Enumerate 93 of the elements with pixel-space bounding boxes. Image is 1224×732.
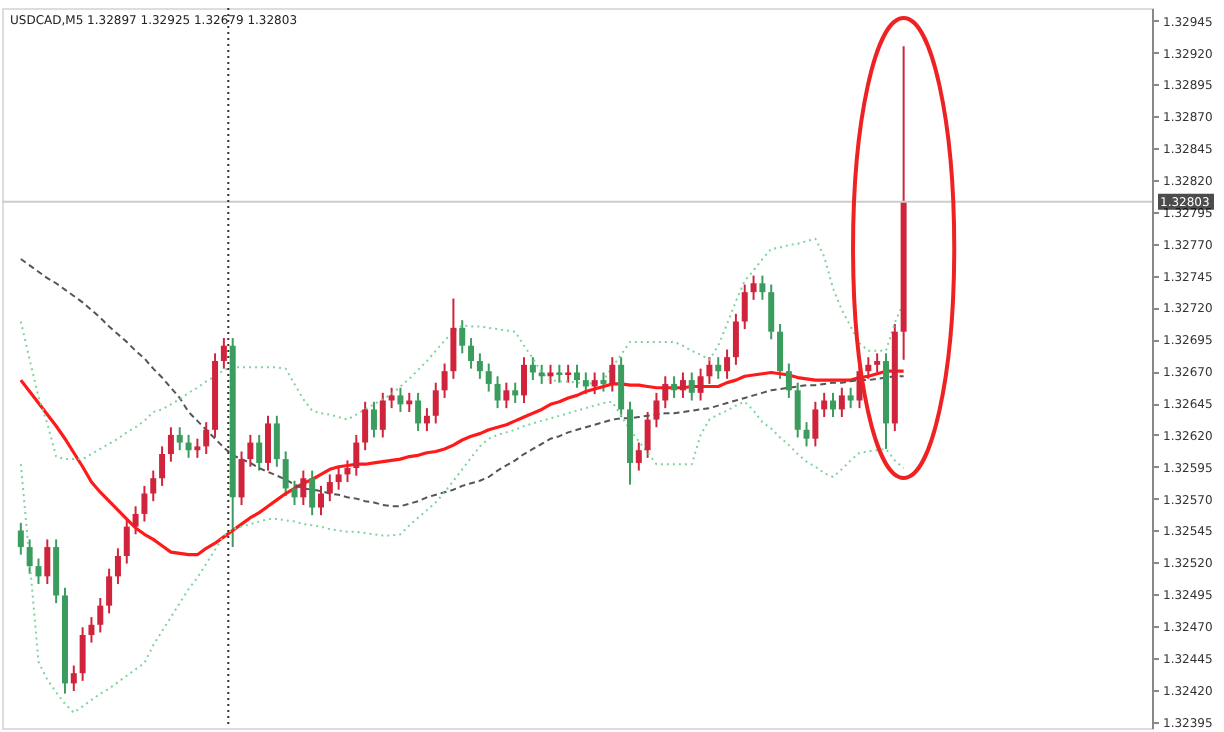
candlestick bbox=[679, 371, 686, 399]
candlestick bbox=[803, 421, 810, 448]
candlestick bbox=[512, 381, 519, 405]
line-series bbox=[19, 237, 905, 461]
candlestick bbox=[17, 521, 24, 556]
candlestick bbox=[238, 450, 245, 506]
candlestick bbox=[547, 363, 554, 385]
candlestick bbox=[538, 363, 545, 385]
candlestick bbox=[750, 274, 757, 301]
candlestick bbox=[185, 433, 192, 459]
candlestick bbox=[591, 371, 598, 396]
candlestick bbox=[865, 356, 872, 380]
candlestick bbox=[415, 391, 422, 433]
candlestick bbox=[344, 459, 351, 484]
candlestick bbox=[521, 356, 528, 405]
candlestick bbox=[582, 371, 589, 396]
candlestick bbox=[317, 484, 324, 517]
candlestick bbox=[282, 450, 289, 498]
candlestick bbox=[847, 386, 854, 410]
candlestick bbox=[335, 465, 342, 491]
candlestick bbox=[644, 410, 651, 459]
candlestick bbox=[485, 362, 492, 393]
candlestick bbox=[688, 371, 695, 402]
candlestick bbox=[441, 362, 448, 399]
candlestick bbox=[609, 356, 616, 393]
candlestick bbox=[653, 391, 660, 429]
candlestick bbox=[70, 664, 77, 693]
candlestick bbox=[326, 473, 333, 503]
candlestick bbox=[247, 433, 254, 468]
candlestick bbox=[291, 479, 298, 506]
candlestick bbox=[600, 371, 607, 393]
candlestick bbox=[167, 426, 174, 463]
candlestick bbox=[265, 414, 272, 472]
candlestick bbox=[114, 547, 121, 585]
candlestick bbox=[838, 386, 845, 419]
candlestick bbox=[662, 375, 669, 410]
candlestick bbox=[697, 367, 704, 402]
candlestick bbox=[97, 597, 104, 634]
candlestick bbox=[35, 557, 42, 585]
candlestick bbox=[423, 407, 430, 433]
candlestick bbox=[220, 337, 227, 370]
candlestick bbox=[768, 283, 775, 341]
candlestick bbox=[724, 348, 731, 380]
candlestick bbox=[88, 616, 95, 644]
candlestick bbox=[194, 437, 201, 459]
candlestick bbox=[812, 400, 819, 448]
candlestick bbox=[256, 433, 263, 472]
candlestick bbox=[468, 337, 475, 370]
candlestick bbox=[123, 518, 130, 565]
candlestick bbox=[353, 433, 360, 477]
candlestick bbox=[715, 356, 722, 380]
candlestick bbox=[706, 356, 713, 385]
candlestick bbox=[874, 352, 881, 374]
candlestick bbox=[741, 283, 748, 331]
candlestick bbox=[759, 274, 766, 301]
candlestick bbox=[370, 400, 377, 439]
candlestick bbox=[671, 375, 678, 399]
candlestick bbox=[574, 363, 580, 389]
candlestick bbox=[388, 386, 395, 410]
candlestick bbox=[141, 484, 148, 523]
candlestick bbox=[79, 626, 86, 682]
candlestick bbox=[379, 391, 386, 439]
candlestick bbox=[406, 391, 413, 413]
candlestick bbox=[150, 469, 157, 503]
candlestick bbox=[176, 426, 183, 452]
candlestick bbox=[529, 356, 536, 382]
candlestick bbox=[362, 400, 369, 452]
line-series bbox=[19, 258, 905, 508]
candlestick bbox=[494, 375, 501, 410]
candlestick bbox=[273, 414, 280, 468]
candlestick bbox=[830, 391, 837, 419]
candlestick bbox=[432, 381, 439, 425]
candlestick bbox=[732, 312, 739, 366]
candlestick bbox=[794, 381, 801, 439]
candlestick bbox=[26, 538, 33, 575]
candlestick bbox=[159, 445, 166, 487]
candlestick bbox=[503, 381, 510, 410]
candlestick bbox=[476, 352, 483, 380]
line-series bbox=[19, 400, 905, 714]
candlestick bbox=[44, 538, 51, 585]
candlestick bbox=[459, 319, 466, 355]
candlestick bbox=[821, 391, 828, 419]
candlestick bbox=[106, 567, 113, 615]
candlestick bbox=[618, 356, 625, 419]
candlestick bbox=[450, 297, 457, 380]
candlestick bbox=[309, 469, 316, 517]
candlestick bbox=[132, 505, 139, 536]
candlestick bbox=[635, 441, 642, 472]
candlestick bbox=[785, 362, 792, 399]
candlestick bbox=[397, 386, 404, 413]
candlestick bbox=[300, 469, 307, 506]
candlestick bbox=[203, 421, 210, 456]
candlestick bbox=[777, 323, 784, 380]
